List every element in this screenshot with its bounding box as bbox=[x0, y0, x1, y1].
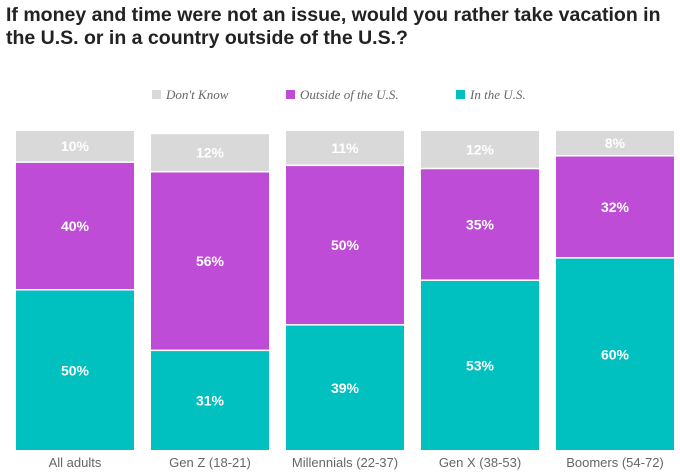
bar-segment-outside-of-the-u-s bbox=[16, 162, 134, 289]
legend-label-in-the-u-s: In the U.S. bbox=[469, 87, 526, 102]
data-label-don-t-know: 12% bbox=[196, 145, 225, 161]
category-label: Gen Z (18-21) bbox=[169, 455, 251, 470]
bar-segment-don-t-know bbox=[556, 131, 674, 156]
bar-segment-don-t-know bbox=[16, 131, 134, 162]
bar-segment-outside-of-the-u-s bbox=[151, 172, 269, 350]
data-label-outside-of-the-u-s: 32% bbox=[601, 199, 630, 215]
bar-segment-outside-of-the-u-s bbox=[286, 166, 404, 325]
category-label: Gen X (38-53) bbox=[439, 455, 521, 470]
data-label-in-the-u-s: 50% bbox=[61, 362, 90, 378]
data-label-don-t-know: 11% bbox=[331, 140, 359, 156]
bar-segment-outside-of-the-u-s bbox=[421, 169, 539, 280]
data-label-in-the-u-s: 39% bbox=[331, 380, 360, 396]
data-label-outside-of-the-u-s: 56% bbox=[196, 253, 225, 269]
data-label-outside-of-the-u-s: 40% bbox=[61, 218, 90, 234]
chart-title: If money and time were not an issue, wou… bbox=[6, 4, 661, 49]
data-label-outside-of-the-u-s: 35% bbox=[466, 216, 495, 232]
data-label-in-the-u-s: 31% bbox=[196, 393, 225, 409]
category-label: All adults bbox=[49, 455, 102, 470]
bar-segment-in-the-u-s bbox=[151, 351, 269, 450]
bar-segment-outside-of-the-u-s bbox=[556, 156, 674, 258]
legend-swatch-outside-of-the-u-s bbox=[286, 90, 295, 99]
bar-segment-in-the-u-s bbox=[556, 258, 674, 450]
bar-segment-don-t-know bbox=[151, 134, 269, 171]
legend-label-don-t-know: Don't Know bbox=[165, 87, 229, 102]
data-label-don-t-know: 8% bbox=[605, 135, 626, 151]
legend-label-outside-of-the-u-s: Outside of the U.S. bbox=[300, 87, 399, 102]
data-label-don-t-know: 12% bbox=[466, 141, 495, 157]
legend-swatch-don-t-know bbox=[152, 90, 161, 99]
data-label-in-the-u-s: 53% bbox=[466, 357, 495, 373]
category-label: Boomers (54-72) bbox=[566, 455, 664, 470]
bar-segment-in-the-u-s bbox=[16, 290, 134, 450]
data-label-outside-of-the-u-s: 50% bbox=[331, 237, 360, 253]
data-label-don-t-know: 10% bbox=[61, 138, 90, 154]
legend-swatch-in-the-u-s bbox=[456, 90, 465, 99]
bar-segment-in-the-u-s bbox=[286, 325, 404, 450]
category-label: Millennials (22-37) bbox=[292, 455, 398, 470]
data-label-in-the-u-s: 60% bbox=[601, 346, 630, 362]
bar-segment-in-the-u-s bbox=[421, 280, 539, 450]
bar-segment-don-t-know bbox=[286, 131, 404, 165]
bar-segment-don-t-know bbox=[421, 131, 539, 168]
